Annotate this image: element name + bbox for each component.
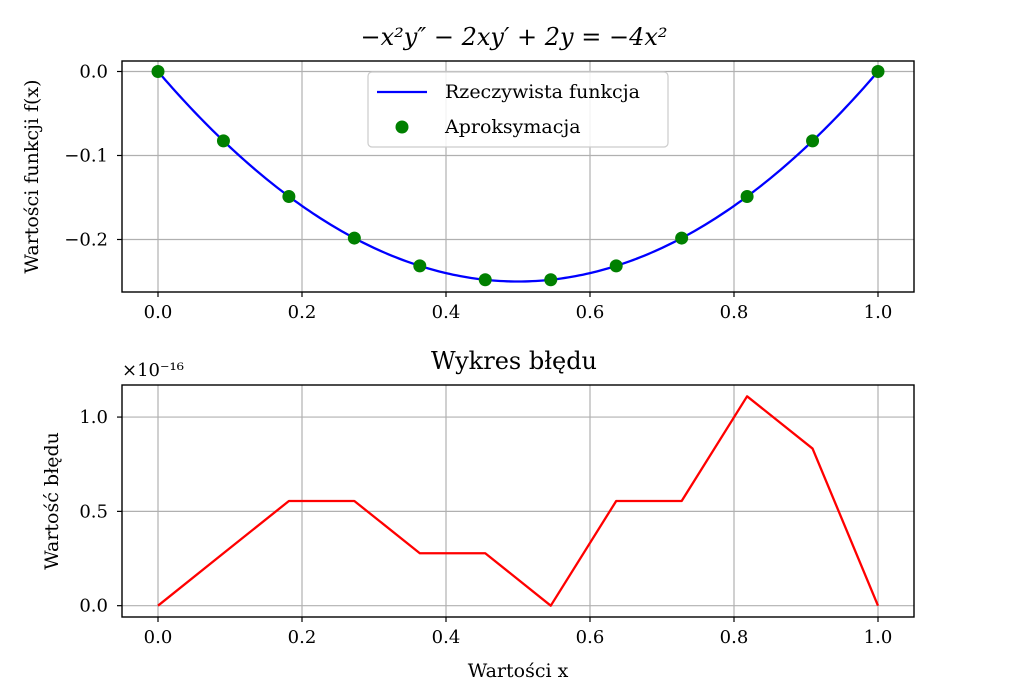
x-tick-label: 0.6 [576,627,605,648]
y-tick-label: 0.0 [79,596,108,617]
axes-frame [121,384,915,618]
x-tick-label: 1.0 [864,302,893,323]
top-axes: 0.0 0.2 0.4 0.6 0.8 1.0 0.0 −0.1 −0.2 −x²y″ − 2xy… [21,23,915,323]
y-axis-label: Wartości funkcji f(x) [21,79,43,273]
x-tick-label: 0.6 [576,302,605,323]
x-tick-label: 0.8 [720,302,749,323]
y-scale-offset-label: ×10⁻¹⁶ [122,360,184,381]
scatter-point [544,273,558,287]
x-tick-label: 0.4 [432,302,461,323]
legend-label: Rzeczywista funkcja [445,81,640,103]
scatter-point [609,259,623,273]
x-tick-label: 0.2 [288,302,317,323]
scatter-point [347,231,361,245]
y-tick-label: −0.2 [64,230,108,251]
scatter-point [675,231,689,245]
scatter-point [151,65,165,78]
legend-marker-swatch [395,120,409,134]
x-tick-label: 0.8 [720,627,749,648]
scatter-point [478,273,492,287]
x-tick-label: 1.0 [864,627,893,648]
y-axis-label: Wartość błędu [41,432,63,570]
x-axis-label: Wartości x [468,660,569,682]
scatter-point [216,134,230,148]
y-tick-label: −0.1 [64,146,108,167]
x-tick-label: 0.0 [144,627,173,648]
legend-box [367,71,669,148]
y-tick-label: 1.0 [79,407,108,428]
scatter-point [871,65,885,78]
x-tick-label: 0.4 [432,627,461,648]
scatter-point [740,189,754,203]
scatter-point [282,189,296,203]
y-tick-label: 0.5 [79,501,108,522]
scatter-point [413,259,427,273]
y-tick-label: 0.0 [79,62,108,83]
bottom-axes: 0.0 0.2 0.4 0.6 0.8 1.0 0.0 0.5 1.0 Wykres błędu W… [41,347,915,682]
legend-label: Aproksymacja [444,116,581,138]
x-tick-label: 0.2 [288,627,317,648]
scatter-point [806,134,820,148]
chart-title: Wykres błędu [431,347,597,375]
series-line-error [157,395,880,607]
series-line-true-function [157,70,879,283]
chart-title: −x²y″ − 2xy′ + 2y = −4x² [360,23,667,51]
x-tick-label: 0.0 [144,302,173,323]
axes-frame [121,60,915,293]
